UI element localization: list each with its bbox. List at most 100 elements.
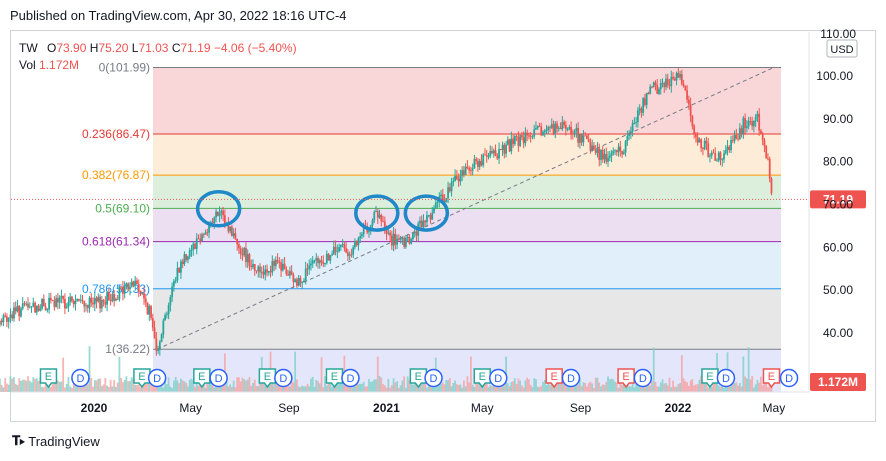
volume-bar	[280, 385, 283, 392]
volume-bar	[49, 386, 52, 392]
volume-bar	[730, 380, 732, 392]
volume-bar	[529, 384, 532, 392]
dividend-marker[interactable]: D	[274, 368, 293, 388]
dividend-marker[interactable]: D	[633, 368, 653, 388]
candle-body	[97, 296, 100, 302]
dividend-marker[interactable]: D	[341, 368, 360, 388]
earnings-marker[interactable]: E	[545, 368, 563, 389]
highlight-ellipse-2[interactable]	[354, 194, 400, 232]
volume-bar	[288, 386, 291, 392]
candle-body	[730, 139, 732, 151]
candle-body	[318, 260, 321, 264]
y-tick-label: 90.00	[823, 112, 853, 126]
candle-body	[127, 283, 130, 290]
candle-body	[712, 152, 715, 154]
volume-bar	[765, 377, 768, 392]
volume-bar	[404, 387, 407, 392]
dividend-marker[interactable]: D	[561, 368, 581, 388]
currency-button[interactable]	[826, 39, 858, 58]
candle-body	[535, 128, 537, 130]
volume-bar	[652, 347, 655, 392]
candle-body	[717, 152, 720, 161]
candle-body	[118, 286, 121, 300]
candle-body	[765, 146, 768, 159]
earnings-marker[interactable]: E	[258, 368, 277, 389]
volume-bar	[122, 382, 124, 392]
dividend-marker[interactable]: D	[147, 368, 167, 388]
earnings-marker[interactable]: E	[409, 368, 428, 389]
volume-bar	[378, 376, 381, 392]
dividend-marker[interactable]: D	[209, 368, 228, 388]
volume-bar	[16, 385, 19, 392]
candle-body	[34, 302, 36, 313]
earnings-marker[interactable]: E	[325, 368, 344, 389]
fib-label-0: 0(101.99)	[99, 60, 150, 74]
volume-bar	[633, 387, 636, 392]
candle-body	[239, 248, 242, 254]
candle-body	[301, 282, 304, 284]
volume-bar	[396, 381, 399, 392]
volume-bar	[410, 378, 413, 392]
candle-body	[622, 152, 625, 155]
candle-body	[496, 155, 499, 159]
dividend-marker[interactable]: D	[716, 368, 736, 388]
dividend-marker[interactable]: D	[488, 368, 508, 388]
candle-body	[260, 271, 263, 273]
candle-body	[39, 308, 42, 311]
candle-body	[382, 221, 384, 223]
earnings-marker[interactable]: E	[762, 368, 781, 389]
candle-body	[462, 170, 465, 175]
earnings-marker[interactable]: E	[133, 368, 151, 389]
earnings-letter: E	[45, 371, 52, 383]
volume-bar	[614, 381, 616, 392]
fib-label-0.5: 0.5(69.10)	[95, 201, 150, 215]
volume-bar	[311, 376, 314, 392]
candle-body	[350, 254, 353, 256]
candle-body	[441, 194, 444, 201]
trend-line[interactable]	[156, 66, 775, 350]
low-value: 71.03	[138, 41, 169, 55]
dividend-marker[interactable]: D	[424, 368, 443, 388]
highlight-ellipse-1[interactable]	[195, 190, 242, 228]
candle-body	[652, 82, 655, 88]
volume-badge-label: 1.172M	[818, 375, 858, 389]
ohlc-line: TW O73.90 H75.20 L71.03 C71.19 −4.06 (−5…	[19, 40, 297, 57]
volume-bar	[528, 379, 530, 392]
candle-body	[554, 123, 557, 134]
y-axis-top-label: 110.00	[820, 27, 856, 41]
candle-body	[64, 299, 66, 309]
volume-bar	[694, 384, 697, 392]
volume-bar	[0, 378, 1, 392]
candle-body	[23, 303, 26, 305]
dividend-circle-icon	[716, 368, 736, 388]
candle-body	[190, 249, 193, 251]
candle-body	[586, 135, 588, 140]
candle-body	[106, 292, 109, 305]
volume-bar	[635, 377, 638, 392]
dividend-marker[interactable]: D	[779, 368, 799, 388]
volume-bar	[508, 386, 511, 392]
earnings-marker[interactable]: E	[617, 368, 635, 389]
brand-footer: 𝐓▸ TradingView	[12, 433, 100, 449]
volume-bar	[35, 378, 38, 392]
earnings-marker[interactable]: E	[39, 368, 58, 389]
candle-body	[143, 293, 145, 299]
volume-bar	[542, 381, 544, 392]
volume-bar	[143, 379, 145, 392]
earnings-marker[interactable]: E	[193, 368, 211, 389]
highlight-ellipse-3[interactable]	[403, 194, 450, 232]
volume-bar	[322, 387, 325, 392]
volume-bar	[478, 381, 481, 392]
candle-body	[420, 220, 423, 228]
volume-bar	[208, 381, 210, 392]
dividend-marker[interactable]: D	[71, 368, 90, 388]
candle-body	[90, 297, 93, 303]
volume-bar	[471, 384, 474, 392]
earnings-marker[interactable]: E	[473, 368, 492, 389]
volume-bar	[134, 384, 137, 392]
volume-bar	[197, 385, 200, 392]
earnings-marker[interactable]: E	[701, 368, 719, 389]
earnings-letter: E	[622, 371, 629, 383]
volume-bar	[25, 380, 28, 392]
